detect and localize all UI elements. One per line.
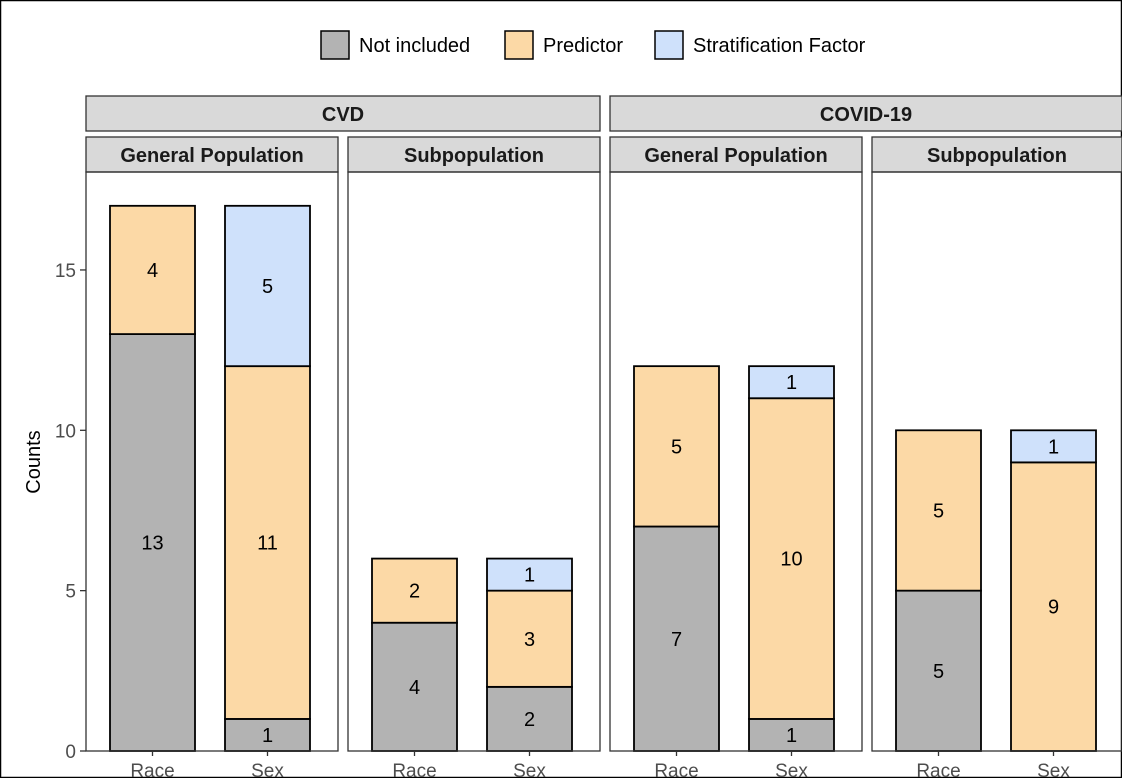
bar-race: 42 xyxy=(371,557,458,752)
bar-segment-predictor xyxy=(486,589,573,688)
data-label: 5 xyxy=(671,436,682,458)
data-label: 1 xyxy=(786,725,797,747)
legend-item-not-included: Not included xyxy=(320,30,470,60)
data-label: 5 xyxy=(262,276,273,298)
strip-cvd-general-population xyxy=(85,136,339,173)
legend-label: Stratification Factor xyxy=(693,35,866,57)
strip-label-covid-19: COVID-19 xyxy=(820,104,912,126)
legend-item-stratification-factor: Stratification Factor xyxy=(654,30,866,60)
panel-border xyxy=(347,171,601,752)
bar-race: 13 4 xyxy=(109,204,196,752)
y-axis: 0 5 10 15 xyxy=(55,261,86,763)
y-tick-label: 10 xyxy=(55,421,76,442)
data-label: 9 xyxy=(1048,597,1059,619)
bar-segment-stratification-factor xyxy=(224,204,311,368)
bar-segment-not-included xyxy=(633,525,720,752)
x-tick-label: Race xyxy=(916,761,960,778)
bar-segment-stratification-factor xyxy=(1010,429,1097,464)
strip-label-cvd: CVD xyxy=(322,104,364,126)
data-label: 10 xyxy=(780,549,802,571)
bar-segment-predictor xyxy=(371,557,458,624)
bar-sex: 2 3 1 xyxy=(486,557,573,752)
facet-strips: CVD General Population Subpopulation COVID-… xyxy=(85,95,1122,173)
panel-border xyxy=(85,171,339,752)
strip-covid-19-subpopulation xyxy=(871,136,1122,173)
x-tick-label: Race xyxy=(654,761,698,778)
x-tick-label: Race xyxy=(392,761,436,778)
bar-sex: 91 xyxy=(1010,429,1097,752)
data-label: 1 xyxy=(1048,436,1059,458)
strip-label-general-population: General Population xyxy=(120,145,303,167)
legend: Not included Predictor Stratification Fact… xyxy=(320,30,866,60)
data-label: 1 xyxy=(786,372,797,394)
bar-segment-predictor xyxy=(748,397,835,720)
bar-segment-predictor xyxy=(224,365,311,720)
data-label: 13 xyxy=(141,533,163,555)
x-tick-label: Sex xyxy=(251,761,284,778)
bar-segment-stratification-factor xyxy=(748,365,835,400)
x-tick-label: Sex xyxy=(1037,761,1070,778)
panel-border xyxy=(871,171,1122,752)
legend-item-predictor: Predictor xyxy=(504,30,623,60)
strip-label-subpopulation: Subpopulation xyxy=(404,145,544,167)
x-tick-label: Sex xyxy=(775,761,808,778)
bar-segment-predictor xyxy=(633,365,720,528)
y-axis-title: Counts xyxy=(23,430,45,493)
data-label: 5 xyxy=(933,500,944,522)
strip-label-general-population: General Population xyxy=(644,145,827,167)
strip-covid-19-general-population xyxy=(609,136,863,173)
bar-segment-stratification-factor xyxy=(486,557,573,592)
bar-segment-not-included xyxy=(371,621,458,752)
legend-swatch xyxy=(654,30,684,60)
y-tick-label: 15 xyxy=(55,261,76,282)
bar-sex: 1 10 1 xyxy=(748,365,835,752)
data-label: 2 xyxy=(409,581,420,603)
legend-label: Predictor xyxy=(543,35,623,57)
data-label: 3 xyxy=(524,629,535,651)
data-label: 4 xyxy=(147,260,158,282)
legend-swatch xyxy=(504,30,534,60)
bar-segment-predictor xyxy=(1010,461,1097,752)
bar-segment-not-included xyxy=(109,333,196,752)
legend-label: Not included xyxy=(359,35,470,57)
data-label: 5 xyxy=(933,661,944,683)
data-label: 4 xyxy=(409,677,420,699)
data-label: 1 xyxy=(262,725,273,747)
data-label: 11 xyxy=(257,533,278,555)
bar-race: 55 xyxy=(895,429,982,752)
strip-label-subpopulation: Subpopulation xyxy=(927,145,1067,167)
panel-border xyxy=(609,171,863,752)
strip-cvd xyxy=(85,95,601,132)
data-label: 2 xyxy=(524,709,535,731)
x-tick-label: Race xyxy=(130,761,174,778)
bar-segment-predictor xyxy=(109,204,196,335)
bar-segment-predictor xyxy=(895,429,982,592)
legend-swatch xyxy=(320,30,350,60)
x-tick-label: Sex xyxy=(513,761,546,778)
y-tick-label: 5 xyxy=(65,582,76,603)
y-tick-label: 0 xyxy=(65,742,76,763)
data-label: 7 xyxy=(671,629,682,651)
bar-race: 75 xyxy=(633,365,720,752)
bar-segment-not-included xyxy=(895,589,982,752)
strip-covid-19 xyxy=(609,95,1122,132)
data-label: 1 xyxy=(524,565,535,587)
strip-cvd-subpopulation xyxy=(347,136,601,173)
facet-panels: 134Race1115Sex42Race231Sex75Race1101Sex5… xyxy=(85,171,1122,778)
